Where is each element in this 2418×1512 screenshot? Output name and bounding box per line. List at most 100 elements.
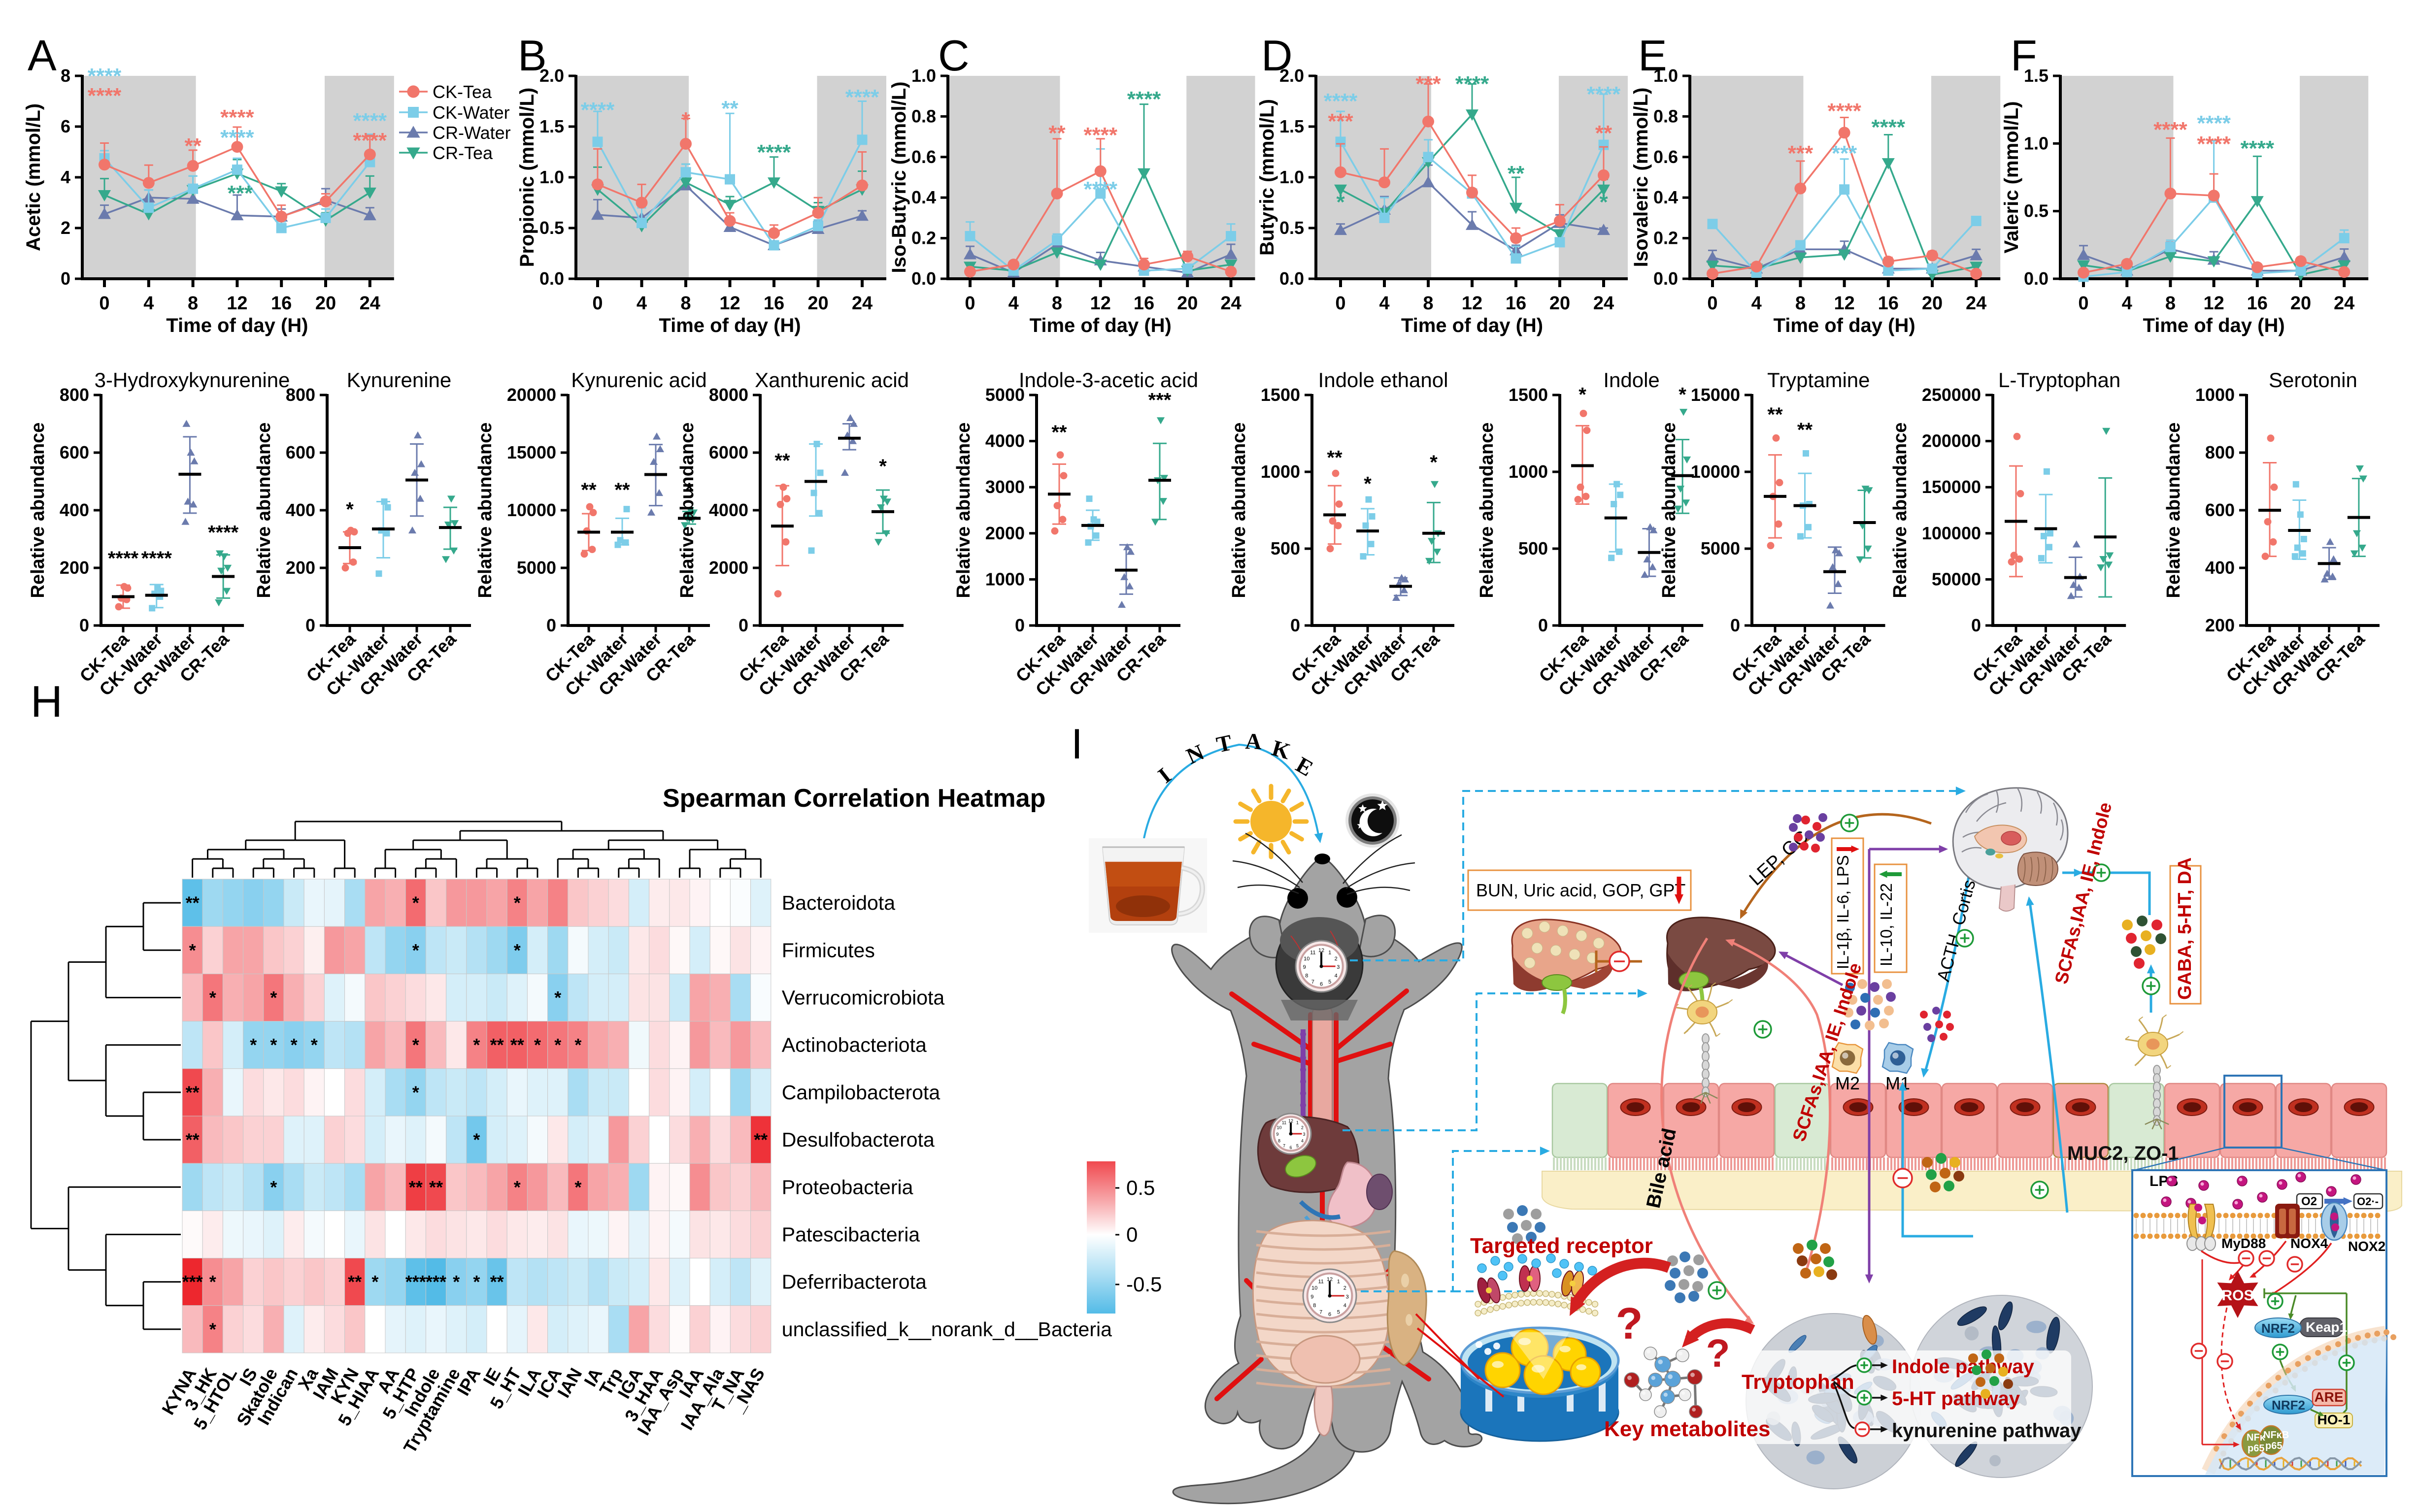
svg-text:0.0: 0.0 (911, 268, 936, 289)
svg-text:Relative abundance: Relative abundance (1890, 423, 1911, 598)
svg-text:5: 5 (1337, 1309, 1340, 1315)
svg-text:**: ** (186, 1130, 200, 1150)
svg-text:0: 0 (965, 293, 975, 314)
svg-text:MyD88: MyD88 (2221, 1236, 2266, 1251)
svg-text:4: 4 (637, 293, 647, 314)
svg-text:8: 8 (680, 293, 691, 314)
svg-text:***: *** (228, 181, 253, 205)
svg-text:Relative abundance: Relative abundance (1659, 423, 1679, 598)
svg-text:*: * (1364, 473, 1372, 494)
svg-text:Relative abundance: Relative abundance (1229, 423, 1249, 598)
svg-text:**: ** (1595, 121, 1612, 145)
svg-text:**: ** (1048, 121, 1066, 145)
svg-text:9: 9 (1310, 1294, 1313, 1300)
svg-text:4: 4 (1751, 293, 1762, 314)
svg-text:4: 4 (1379, 293, 1389, 314)
svg-text:2.0: 2.0 (539, 66, 564, 86)
svg-text:****: **** (845, 85, 879, 109)
svg-text:1.5: 1.5 (1279, 116, 1304, 136)
svg-text:***: *** (1328, 109, 1353, 133)
svg-text:**: ** (409, 1177, 423, 1197)
svg-text:0.4: 0.4 (1653, 187, 1678, 207)
svg-text:4: 4 (1343, 1303, 1346, 1309)
svg-text:12: 12 (1090, 293, 1111, 314)
svg-text:Isovaleric (mmol/L): Isovaleric (mmol/L) (1630, 88, 1652, 267)
svg-text:****: **** (220, 105, 254, 130)
svg-text:****: **** (1587, 82, 1621, 106)
svg-text:11: 11 (1282, 1120, 1286, 1125)
svg-text:8: 8 (1278, 1139, 1280, 1144)
svg-text:1500: 1500 (1261, 385, 1300, 405)
svg-text:24: 24 (1220, 293, 1241, 314)
svg-text:Keap1: Keap1 (2306, 1319, 2347, 1335)
svg-text:Butyric (mmol/L): Butyric (mmol/L) (1256, 99, 1278, 256)
svg-text:BUN, Uric acid, GOP, GPT: BUN, Uric acid, GOP, GPT (1476, 880, 1685, 900)
svg-text:8000: 8000 (709, 385, 748, 405)
svg-text:-0.5: -0.5 (1126, 1273, 1162, 1296)
svg-text:400: 400 (2205, 558, 2235, 578)
svg-text:Acetic (mmol/L): Acetic (mmol/L) (23, 103, 44, 251)
svg-text:****: **** (1084, 177, 1118, 201)
svg-text:*: * (209, 1319, 216, 1339)
svg-text:4: 4 (1008, 293, 1019, 314)
svg-text:Proteobacteria: Proteobacteria (782, 1176, 913, 1198)
svg-text:*: * (1336, 190, 1345, 214)
svg-text:0.2: 0.2 (1653, 228, 1678, 248)
svg-text:11: 11 (1310, 950, 1315, 955)
svg-text:50000: 50000 (1932, 569, 1981, 589)
svg-text:Time of day (H): Time of day (H) (1774, 315, 1915, 336)
svg-text:*: * (270, 1035, 277, 1055)
svg-text:1000: 1000 (1261, 461, 1300, 482)
svg-text:12: 12 (227, 293, 247, 314)
svg-text:?: ? (1706, 1331, 1730, 1375)
svg-text:E: E (1638, 31, 1667, 80)
svg-text:1.0: 1.0 (911, 66, 936, 86)
svg-text:1: 1 (1296, 1120, 1299, 1125)
svg-text:Propionic (mmol/L): Propionic (mmol/L) (516, 88, 538, 267)
svg-text:*: * (534, 1035, 541, 1055)
svg-text:20: 20 (1922, 293, 1943, 314)
svg-text:Kynurenine: Kynurenine (347, 368, 451, 392)
svg-text:****: **** (220, 126, 254, 150)
svg-text:0: 0 (305, 615, 315, 635)
svg-text:24: 24 (360, 293, 380, 314)
svg-text:I: I (1071, 721, 1083, 768)
svg-text:2: 2 (61, 218, 70, 238)
svg-text:Campilobacterota: Campilobacterota (782, 1081, 940, 1104)
svg-text:0.0: 0.0 (1653, 268, 1678, 289)
svg-text:24: 24 (2334, 293, 2354, 314)
svg-text:200: 200 (60, 558, 89, 578)
svg-text:*: * (209, 987, 216, 1008)
svg-text:*: * (371, 1272, 378, 1292)
svg-text:12: 12 (1327, 1277, 1333, 1282)
svg-text:600: 600 (60, 442, 89, 462)
svg-text:IL-10, IL-22: IL-10, IL-22 (1877, 883, 1895, 966)
svg-text:*: * (879, 456, 887, 477)
svg-text:GABA, 5-HT, DA: GABA, 5-HT, DA (2175, 857, 2195, 1000)
svg-text:8: 8 (1305, 973, 1308, 979)
svg-text:150000: 150000 (1922, 477, 1981, 497)
svg-text:H: H (31, 677, 63, 726)
svg-text:F: F (2011, 31, 2037, 80)
svg-text:2: 2 (1343, 1285, 1346, 1291)
svg-text:Xanthurenic acid: Xanthurenic acid (755, 368, 909, 392)
svg-text:9: 9 (1303, 964, 1306, 970)
svg-text:NRF2: NRF2 (2261, 1321, 2295, 1336)
svg-text:***: *** (1148, 389, 1172, 411)
svg-text:Verrucomicrobiota: Verrucomicrobiota (782, 986, 945, 1009)
svg-text:4: 4 (1301, 1139, 1304, 1144)
svg-text:4: 4 (1335, 973, 1338, 979)
svg-text:****: **** (2197, 111, 2231, 135)
svg-text:Time of day (H): Time of day (H) (1401, 315, 1543, 336)
svg-text:1: 1 (1337, 1279, 1340, 1285)
svg-text:10000: 10000 (1691, 461, 1740, 482)
svg-text:Firmicutes: Firmicutes (782, 939, 875, 961)
svg-text:0: 0 (1290, 615, 1300, 635)
svg-text:*: * (514, 893, 521, 913)
svg-text:0: 0 (79, 615, 89, 635)
svg-text:****: **** (141, 548, 172, 569)
svg-text:**: ** (581, 479, 597, 501)
svg-text:IL-1β, IL-6, LPS: IL-1β, IL-6, LPS (1834, 855, 1852, 969)
svg-text:400: 400 (60, 500, 89, 520)
svg-text:6: 6 (1289, 1145, 1292, 1150)
